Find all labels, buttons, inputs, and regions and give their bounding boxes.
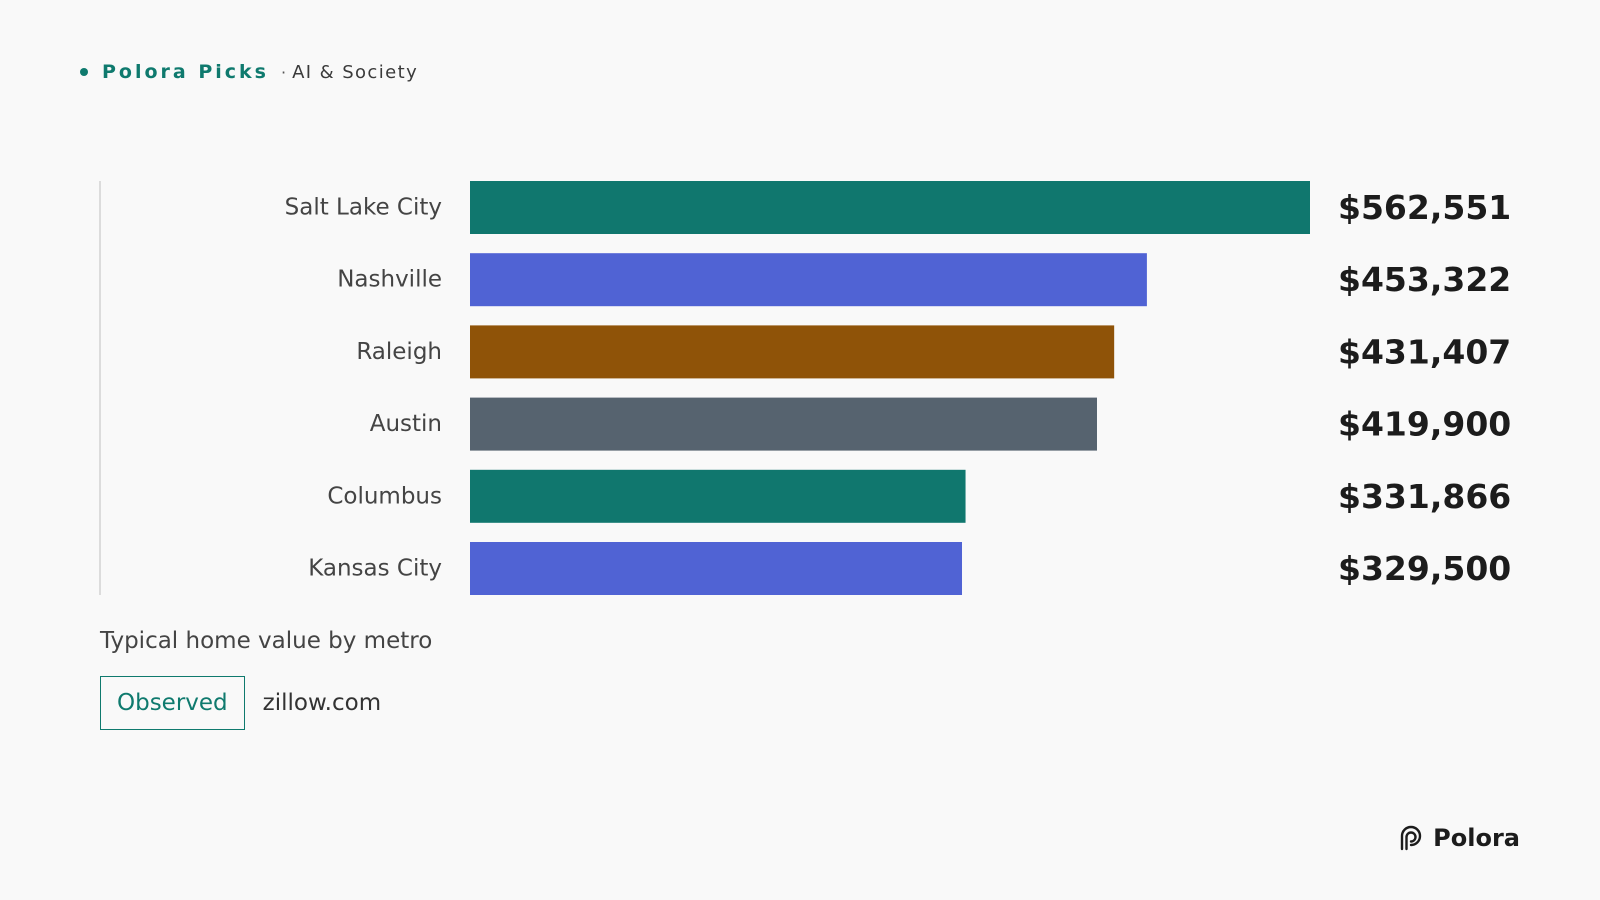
category-label: Salt Lake City (285, 195, 442, 221)
bar-salt-lake-city (470, 181, 1310, 234)
value-label: $431,407 (1338, 332, 1511, 371)
value-label: $331,866 (1338, 477, 1511, 516)
bar-columbus (470, 469, 966, 523)
header: Polora Picks · AI & Society (80, 58, 418, 86)
value-label: $329,500 (1338, 549, 1511, 588)
category-label: Columbus (327, 483, 442, 509)
logo-text: Polora (1433, 824, 1520, 852)
category-label: Raleigh (356, 339, 442, 365)
section-name: AI & Society (292, 61, 419, 83)
value-label: $562,551 (1338, 188, 1511, 227)
header-separator: · (281, 62, 287, 82)
observed-badge: Observed (100, 676, 245, 730)
bar-raleigh (470, 325, 1115, 379)
value-label: $419,900 (1338, 405, 1511, 444)
chart-svg: Salt Lake City $562,551 Nashville $453,322 R… (99, 181, 1511, 595)
category-label: Kansas City (308, 556, 442, 582)
header-dot-icon (80, 68, 88, 76)
bar-kansas-city (470, 542, 963, 595)
source-row: Observed zillow.com (100, 676, 381, 730)
polora-logo-icon (1400, 825, 1422, 851)
category-label: Austin (370, 411, 442, 437)
brand-name: Polora Picks (102, 61, 269, 83)
category-label: Nashville (337, 267, 442, 293)
chart-caption: Typical home value by metro (100, 628, 433, 654)
bar-austin (470, 397, 1097, 451)
bar-chart: Salt Lake City $562,551 Nashville $453,322 R… (99, 181, 1560, 599)
source-text: zillow.com (262, 690, 382, 716)
bar-nashville (470, 253, 1147, 307)
value-label: $453,322 (1338, 260, 1511, 299)
polora-logo: Polora (1397, 824, 1520, 852)
